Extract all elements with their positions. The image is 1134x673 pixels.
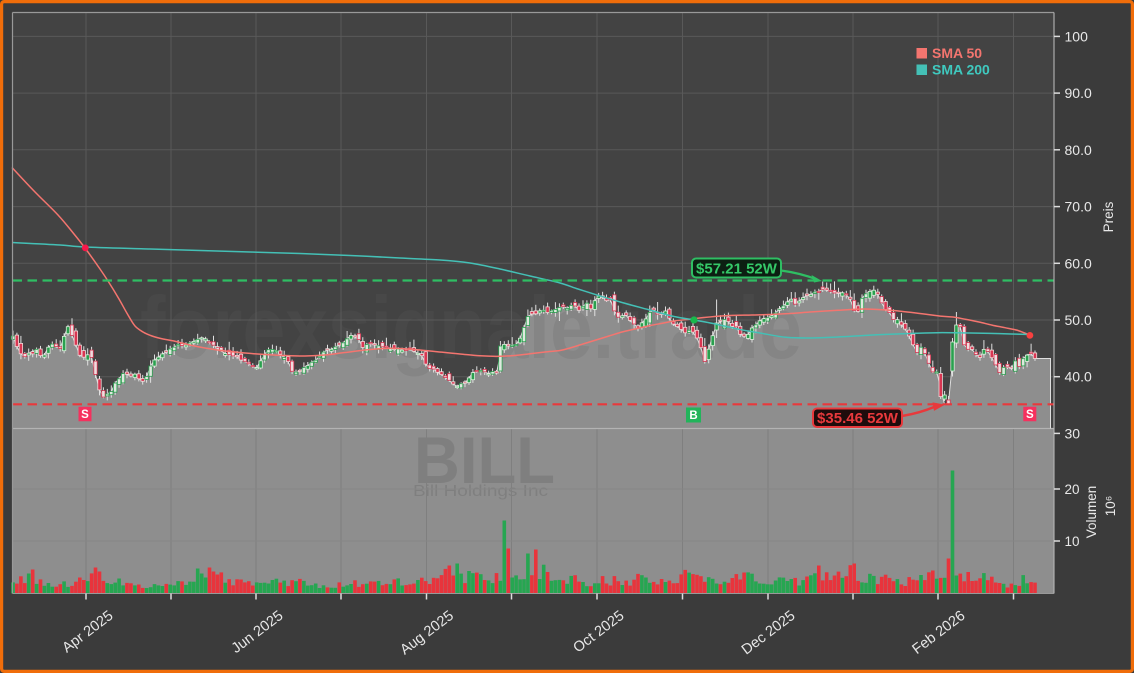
- svg-text:20: 20: [1065, 482, 1080, 497]
- svg-text:Volumen: Volumen: [1084, 486, 1099, 539]
- svg-text:SMA 200: SMA 200: [932, 62, 990, 78]
- svg-text:30: 30: [1065, 425, 1081, 441]
- svg-text:90.0: 90.0: [1065, 85, 1092, 101]
- svg-text:40.0: 40.0: [1065, 369, 1092, 385]
- svg-text:70.0: 70.0: [1065, 199, 1092, 215]
- svg-text:10: 10: [1065, 534, 1080, 549]
- svg-text:B: B: [689, 410, 697, 422]
- svg-text:$57.21 52W: $57.21 52W: [696, 261, 778, 278]
- svg-text:$35.46 52W: $35.46 52W: [817, 410, 899, 427]
- svg-text:S: S: [81, 409, 89, 421]
- svg-text:Bill Holdings Inc: Bill Holdings Inc: [413, 483, 548, 500]
- svg-text:100: 100: [1065, 28, 1089, 44]
- svg-text:50.0: 50.0: [1065, 312, 1092, 328]
- svg-text:10⁶: 10⁶: [1103, 496, 1118, 517]
- svg-text:SMA 50: SMA 50: [932, 45, 982, 61]
- svg-text:Preis: Preis: [1101, 201, 1116, 232]
- svg-text:forexsignale.trade: forexsignale.trade: [140, 278, 802, 377]
- svg-text:80.0: 80.0: [1065, 142, 1092, 158]
- svg-text:BILL: BILL: [414, 423, 555, 497]
- svg-text:S: S: [1026, 409, 1034, 421]
- svg-text:60.0: 60.0: [1065, 255, 1092, 271]
